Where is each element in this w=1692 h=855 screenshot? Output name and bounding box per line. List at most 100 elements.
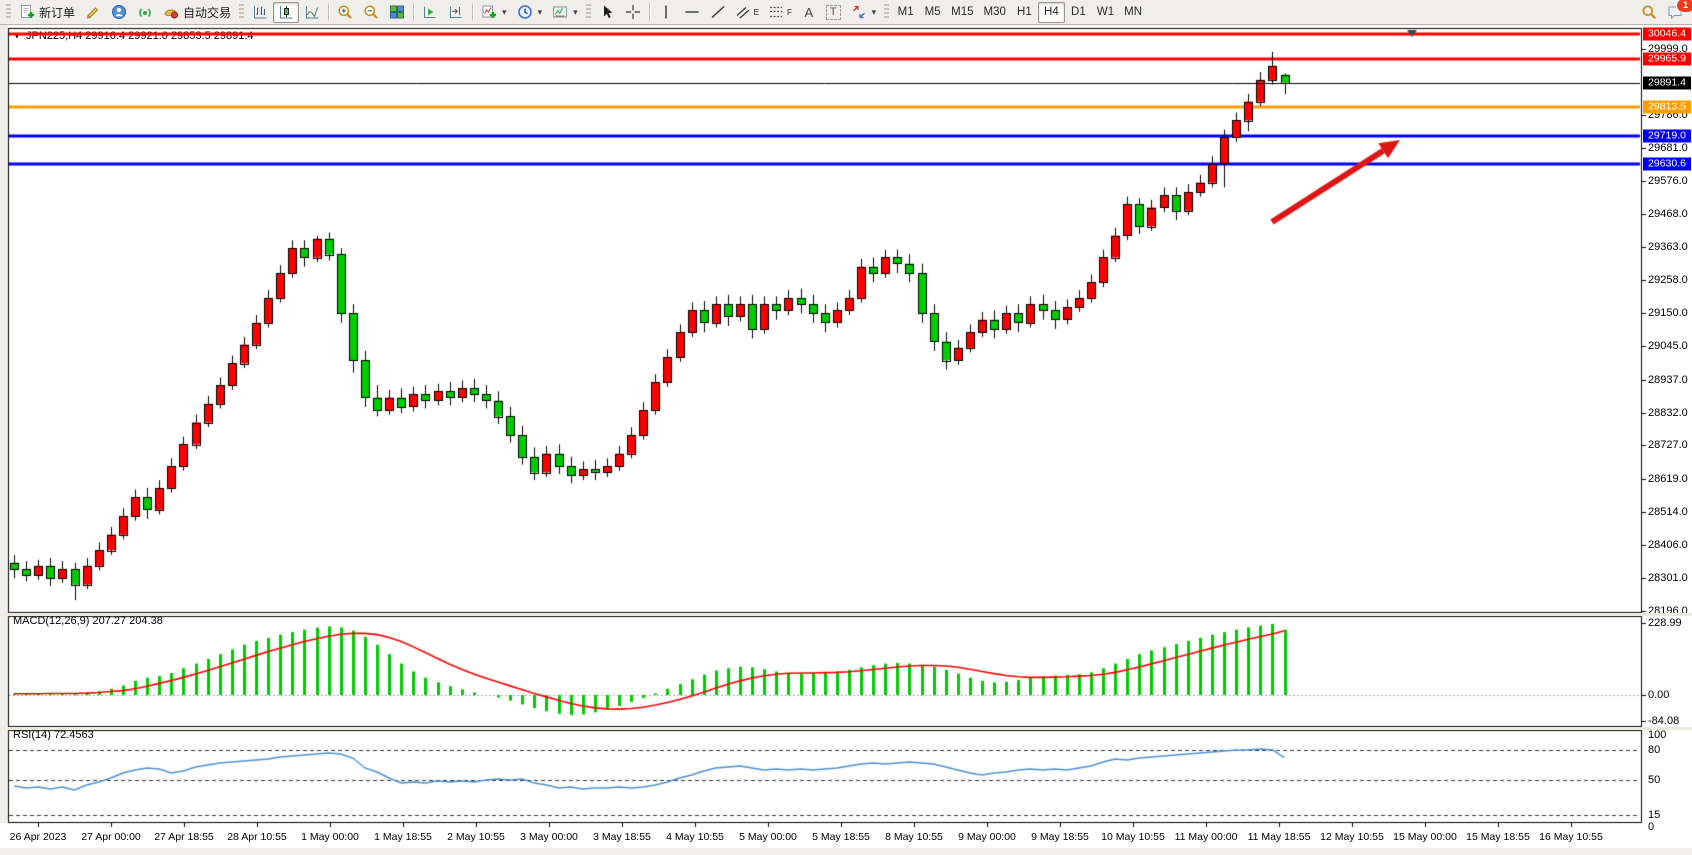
horizontal-line-button[interactable] bbox=[679, 2, 705, 23]
macd-panel-divider[interactable] bbox=[0, 613, 1692, 616]
arrows-button[interactable]: ▾ bbox=[846, 2, 882, 23]
price-tick-label: 28832.0 bbox=[1648, 407, 1688, 419]
cursor-button[interactable] bbox=[594, 2, 620, 23]
tile-windows-button[interactable] bbox=[384, 2, 410, 23]
arrows-dropdown-arrow[interactable]: ▾ bbox=[871, 6, 877, 17]
time-axis-label: 27 Apr 18:55 bbox=[154, 831, 214, 843]
rsi-label: RSI(14) 72.4563 bbox=[13, 729, 94, 741]
templates-icon bbox=[552, 4, 568, 20]
autoscroll-button[interactable] bbox=[417, 2, 443, 23]
timeframe-button-d1[interactable]: D1 bbox=[1071, 6, 1086, 18]
periods-button[interactable]: ▾ bbox=[512, 2, 548, 23]
toolbar-grip bbox=[585, 4, 591, 20]
rsi-tick-label: 15 bbox=[1648, 809, 1661, 821]
price-tick-label: 29681.0 bbox=[1648, 142, 1688, 154]
zoom-out-icon bbox=[363, 4, 379, 20]
indicators-dropdown-arrow[interactable]: ▾ bbox=[502, 6, 507, 17]
search-icon bbox=[1641, 4, 1657, 20]
vertical-line-icon bbox=[658, 4, 674, 20]
autotrading-label: 自动交易 bbox=[183, 5, 232, 20]
templates-button[interactable]: ▾ bbox=[547, 2, 583, 23]
chart-shift-icon bbox=[448, 4, 464, 20]
rsi-tick-label: 80 bbox=[1648, 744, 1661, 756]
rsi-tick-label: 50 bbox=[1648, 774, 1661, 786]
time-axis-label: 16 May 10:55 bbox=[1539, 831, 1603, 843]
toolbar-separator bbox=[328, 3, 330, 21]
price-tick-label: 28937.0 bbox=[1648, 374, 1688, 386]
rsi-tick-label: 0 bbox=[1648, 821, 1655, 833]
price-tick-label: 28406.0 bbox=[1648, 539, 1688, 551]
timeframe-button-h1[interactable]: H1 bbox=[1017, 6, 1032, 18]
line-chart-button[interactable] bbox=[299, 2, 325, 23]
time-axis-label: 9 May 18:55 bbox=[1031, 831, 1089, 843]
macd-tick-label: -84.08 bbox=[1648, 715, 1680, 727]
autotrading-icon bbox=[163, 4, 179, 20]
time-axis-label: 15 May 00:00 bbox=[1393, 831, 1457, 843]
price-tick-label: 29576.0 bbox=[1648, 175, 1688, 187]
crosshair-button[interactable] bbox=[620, 2, 646, 23]
fibonacci-button[interactable]: F bbox=[764, 2, 797, 23]
market-icon bbox=[111, 4, 127, 20]
channel-icon bbox=[736, 4, 750, 20]
price-level-badge: 29630.6 bbox=[1643, 157, 1691, 171]
notification-badge: 1 bbox=[1677, 0, 1692, 12]
arrows-icon bbox=[851, 4, 867, 20]
timeframe-button-m30[interactable]: M30 bbox=[983, 6, 1006, 18]
symbol-marker-icon[interactable]: ▼ bbox=[13, 31, 21, 41]
indicators-icon bbox=[481, 4, 497, 20]
rsi-panel-divider[interactable] bbox=[0, 727, 1692, 730]
channel-button[interactable]: E bbox=[731, 2, 764, 23]
market-button[interactable] bbox=[106, 2, 132, 23]
price-tick-label: 28619.0 bbox=[1648, 473, 1688, 485]
timeframe-button-m15[interactable]: M15 bbox=[951, 6, 974, 18]
price-level-badge: 29965.9 bbox=[1643, 52, 1691, 66]
vertical-line-button[interactable] bbox=[653, 2, 679, 23]
candlestick-button[interactable] bbox=[273, 1, 300, 23]
timeframe-group: M1 M5 M15 M30 H1 H4 D1 W1 MN bbox=[892, 1, 1147, 23]
new-order-icon bbox=[19, 4, 35, 20]
search-button[interactable] bbox=[1636, 2, 1662, 23]
text-button[interactable]: A bbox=[797, 2, 821, 23]
price-tick-label: 28727.0 bbox=[1648, 439, 1688, 451]
current-price-badge: 29891.4 bbox=[1643, 76, 1691, 90]
toolbar-separator bbox=[648, 3, 650, 21]
price-level-badge: 30046.4 bbox=[1643, 27, 1691, 41]
price-tick-label: 29363.0 bbox=[1648, 241, 1688, 253]
time-axis-label: 1 May 00:00 bbox=[301, 831, 359, 843]
toolbar-separator bbox=[413, 3, 415, 21]
timeframe-button-mn[interactable]: MN bbox=[1124, 6, 1143, 18]
metaeditor-button[interactable] bbox=[80, 2, 106, 23]
rsi-tick-label: 100 bbox=[1648, 729, 1667, 741]
timeframe-button-m5[interactable]: M5 bbox=[924, 6, 941, 18]
macd-label: MACD(12,26,9) 207.27 204.38 bbox=[13, 615, 163, 627]
trendline-button[interactable] bbox=[705, 2, 731, 23]
new-order-button[interactable]: 新订单 bbox=[14, 2, 80, 23]
zoom-in-icon bbox=[337, 4, 353, 20]
time-axis-label: 2 May 10:55 bbox=[447, 831, 505, 843]
zoom-in-button[interactable] bbox=[332, 2, 358, 23]
tile-windows-icon bbox=[389, 4, 405, 20]
bar-chart-button[interactable] bbox=[247, 2, 273, 23]
candlestick-icon bbox=[278, 4, 294, 20]
timeframe-button-w1[interactable]: W1 bbox=[1096, 6, 1115, 18]
timeframe-button-h4[interactable]: H4 bbox=[1037, 1, 1065, 23]
signals-button[interactable] bbox=[132, 2, 158, 23]
time-axis-label: 1 May 18:55 bbox=[374, 831, 432, 843]
chart-shift-button[interactable] bbox=[443, 2, 469, 23]
horizontal-line-icon bbox=[684, 4, 700, 20]
autotrading-button[interactable]: 自动交易 bbox=[158, 2, 236, 23]
time-axis-label: 27 Apr 00:00 bbox=[81, 831, 141, 843]
indicators-button[interactable]: ▾ bbox=[476, 2, 512, 23]
periods-dropdown-arrow[interactable]: ▾ bbox=[537, 6, 543, 17]
timeframe-button-m1[interactable]: M1 bbox=[897, 6, 914, 18]
zoom-out-button[interactable] bbox=[358, 2, 384, 23]
periods-icon bbox=[517, 4, 533, 20]
notifications-button[interactable]: 1 bbox=[1662, 0, 1692, 23]
time-axis-label: 3 May 00:00 bbox=[520, 831, 578, 843]
toolbar-grip bbox=[6, 4, 11, 20]
time-axis-label: 8 May 10:55 bbox=[885, 831, 943, 843]
templates-dropdown-arrow[interactable]: ▾ bbox=[573, 6, 578, 17]
text-label-button[interactable]: T bbox=[821, 2, 846, 23]
fibonacci-letter: F bbox=[786, 7, 792, 17]
time-axis-label: 11 May 18:55 bbox=[1247, 831, 1311, 843]
